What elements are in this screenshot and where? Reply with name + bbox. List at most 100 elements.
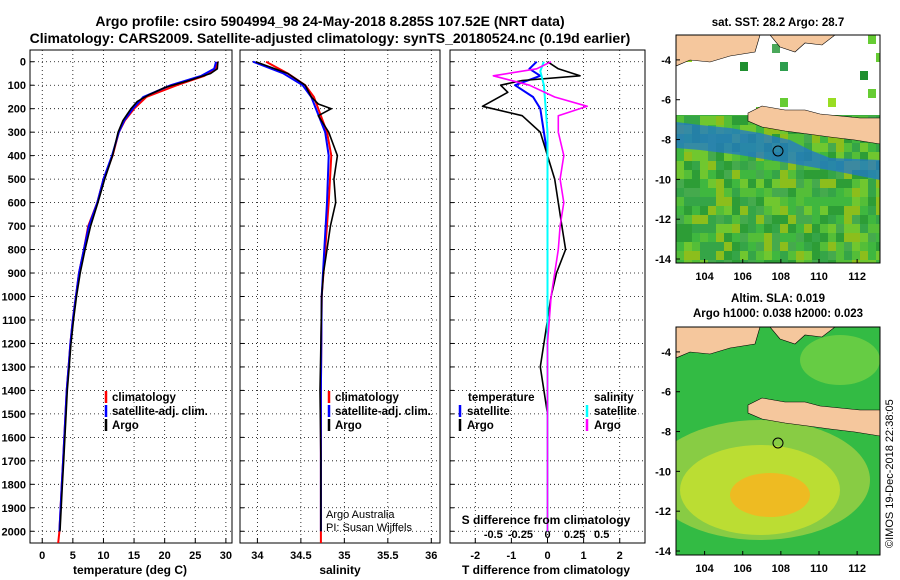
sst-pixel [732, 260, 740, 263]
lon-tick-label: 110 [810, 563, 828, 575]
sst-pixel [756, 251, 764, 260]
sst-pixel [860, 179, 868, 188]
sst-pixel [684, 233, 692, 242]
sst-pixel [708, 260, 716, 263]
sst-pixel [684, 251, 692, 260]
sst-pixel [860, 197, 868, 206]
sst-pixel [748, 224, 756, 233]
sst-pixel [772, 224, 780, 233]
sst-pixel [836, 260, 844, 263]
sst-pixel [788, 134, 796, 143]
sst-pixel [852, 242, 860, 251]
sst-pixel [684, 179, 692, 188]
sst-pixel [836, 188, 844, 197]
sla-blob-north [800, 335, 880, 385]
sst-pixel [716, 242, 724, 251]
sst-pixel [780, 233, 788, 242]
sst-pixel [772, 206, 780, 215]
sst-pixel [692, 251, 700, 260]
sla-land-borneo [769, 327, 836, 345]
sst-pixel [780, 170, 788, 179]
sst-pixel [852, 251, 860, 260]
x-tick-label: 25 [189, 550, 201, 562]
sst-pixel [788, 224, 796, 233]
sla-map-title2: Argo h1000: 0.038 h2000: 0.023 [693, 308, 863, 320]
sst-pixel [868, 197, 876, 206]
sst-pixel [700, 161, 708, 170]
sst-pixel [740, 152, 748, 161]
sst-pixel [852, 215, 860, 224]
s-tick-label: 0.25 [564, 529, 585, 541]
x-tick-label: 35 [338, 550, 350, 562]
sst-pixel [876, 179, 880, 188]
sst-pixel [828, 215, 836, 224]
sst-pixel [852, 143, 860, 152]
sst-pixel [828, 179, 836, 188]
sst-pixel [804, 251, 812, 260]
sst-pixel [796, 161, 804, 170]
credit-line1: Argo Australia [326, 509, 395, 521]
sst-pixel [812, 134, 820, 143]
sst-pixel [772, 242, 780, 251]
legend-label-t-satellite: satellite [467, 406, 510, 418]
chart-title-line1: Argo profile: csiro 5904994_98 24-May-20… [95, 13, 565, 29]
sst-pixel [772, 188, 780, 197]
imos-timestamp: ©IMOS 19-Dec-2018 22:38:05 [884, 399, 896, 548]
sst-pixel [836, 143, 844, 152]
sst-pixel [820, 188, 828, 197]
lat-tick-label: -10 [655, 174, 671, 186]
sst-pixel [724, 116, 732, 125]
sst-pixel [716, 206, 724, 215]
sst-pixel [852, 179, 860, 188]
lat-tick-label: -14 [655, 546, 672, 558]
sst-pixel [684, 242, 692, 251]
sst-pixel [844, 215, 852, 224]
sst-pixel [788, 179, 796, 188]
sst-pixel [708, 170, 716, 179]
sst-pixel [876, 251, 880, 260]
sst-pixel [700, 152, 708, 161]
sst-pixel [756, 125, 764, 134]
sst-pixel [780, 161, 788, 170]
sst-pixel [724, 206, 732, 215]
sst-pixel [812, 197, 820, 206]
sst-pixel [700, 170, 708, 179]
sst-pixel [796, 242, 804, 251]
sst-pixel [716, 251, 724, 260]
sst-pixel [692, 233, 700, 242]
sst-pixel [756, 179, 764, 188]
salinity-legend: climatology satellite-adj. clim. Argo [327, 391, 431, 432]
sst-pixel [708, 233, 716, 242]
sst-pixel [812, 179, 820, 188]
sst-pixel [716, 224, 724, 233]
s-tick-label: -0.25 [508, 529, 533, 541]
depth-tick-label: 1400 [2, 385, 26, 397]
sst-pixel [820, 251, 828, 260]
sst-land-java [747, 105, 880, 145]
sst-pixel [828, 242, 836, 251]
sst-pixel [716, 260, 724, 263]
sst-pixel [740, 188, 748, 197]
sst-pixel [716, 170, 724, 179]
sst-pixel [780, 134, 788, 143]
sst-pixel [844, 170, 852, 179]
sst-pixel [796, 179, 804, 188]
sst-pixel [676, 170, 684, 179]
sst-pixel [732, 233, 740, 242]
sst-pixel [764, 242, 772, 251]
sst-pixel [876, 152, 880, 161]
grid-layer [30, 50, 645, 543]
sst-pixel [836, 206, 844, 215]
sst-pixel [828, 224, 836, 233]
temperature-legend: climatology satellite-adj. clim. Argo [104, 391, 208, 432]
sst-pixel [852, 188, 860, 197]
sst-pixel [740, 179, 748, 188]
temperature-series-group [57, 61, 219, 543]
sst-pixel [828, 152, 836, 161]
sst-pixel [876, 233, 880, 242]
legend-label-t-argo: Argo [467, 420, 494, 432]
sst-pixel [812, 224, 820, 233]
sst-pixel [732, 170, 740, 179]
sst-pixel [772, 233, 780, 242]
lat-tick-label: -10 [655, 466, 671, 478]
